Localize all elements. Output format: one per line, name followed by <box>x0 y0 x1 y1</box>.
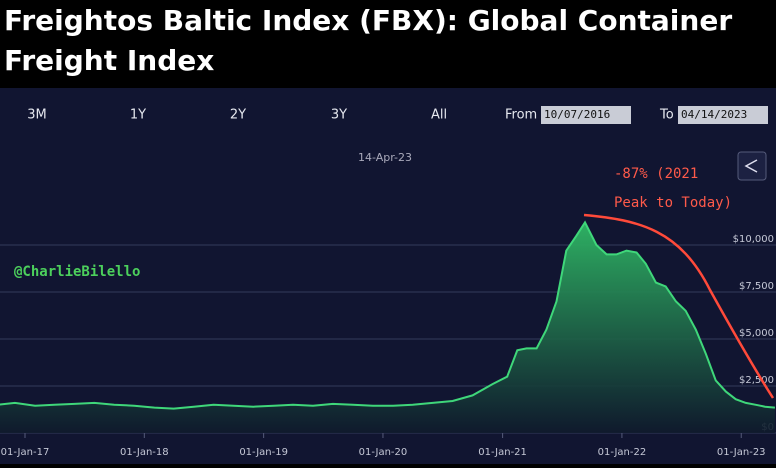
range-button[interactable]: 3M <box>27 108 47 123</box>
to-label: To <box>659 108 674 123</box>
from-date[interactable]: 10/07/2016 <box>544 108 610 121</box>
plot: $0$2,500$5,000$7,500$10,00001-Jan-1701-J… <box>0 220 776 458</box>
hover-date: 14-Apr-23 <box>358 151 412 164</box>
x-tick-label: 01-Jan-20 <box>359 447 408 458</box>
to-input[interactable] <box>678 106 768 124</box>
to-date[interactable]: 04/14/2023 <box>681 108 747 121</box>
from-label: From <box>505 108 537 123</box>
y-tick-label: $5,000 <box>739 328 774 339</box>
line <box>0 220 775 410</box>
x-tick-label: 01-Jan-19 <box>239 447 288 458</box>
x-tick-label: 01-Jan-22 <box>598 447 647 458</box>
watermark: @CharlieBilello <box>14 264 140 280</box>
range-button[interactable]: 1Y <box>130 108 146 123</box>
x-tick-label: 01-Jan-18 <box>120 447 169 458</box>
from-input[interactable] <box>541 106 631 124</box>
range-button[interactable]: 3Y <box>331 108 347 123</box>
annotation: -87% (2021 <box>614 166 698 182</box>
share-icon <box>744 159 758 173</box>
range-button[interactable]: All <box>431 108 447 123</box>
share-button[interactable] <box>737 151 767 181</box>
x-tick-label: 01-Jan-23 <box>717 447 766 458</box>
y-tick-label: $7,500 <box>739 281 774 292</box>
chart-title-line2: Freight Index <box>4 44 214 77</box>
x-tick-label: 01-Jan-21 <box>478 447 527 458</box>
title-band <box>0 0 776 88</box>
x-tick-label: 01-Jan-17 <box>1 447 50 458</box>
trend-arrow <box>583 213 775 399</box>
chart-title: Freightos Baltic Index (FBX): Global Con… <box>4 4 732 37</box>
area <box>0 222 775 433</box>
y-tick-label: $2,500 <box>739 375 774 386</box>
annotation: Peak to Today) <box>614 195 732 211</box>
y-tick-label: $10,000 <box>733 234 774 245</box>
controls: From 10/07/2016 To 04/14/2023 14-Apr-23 … <box>27 106 768 181</box>
range-button[interactable]: 2Y <box>230 108 246 123</box>
